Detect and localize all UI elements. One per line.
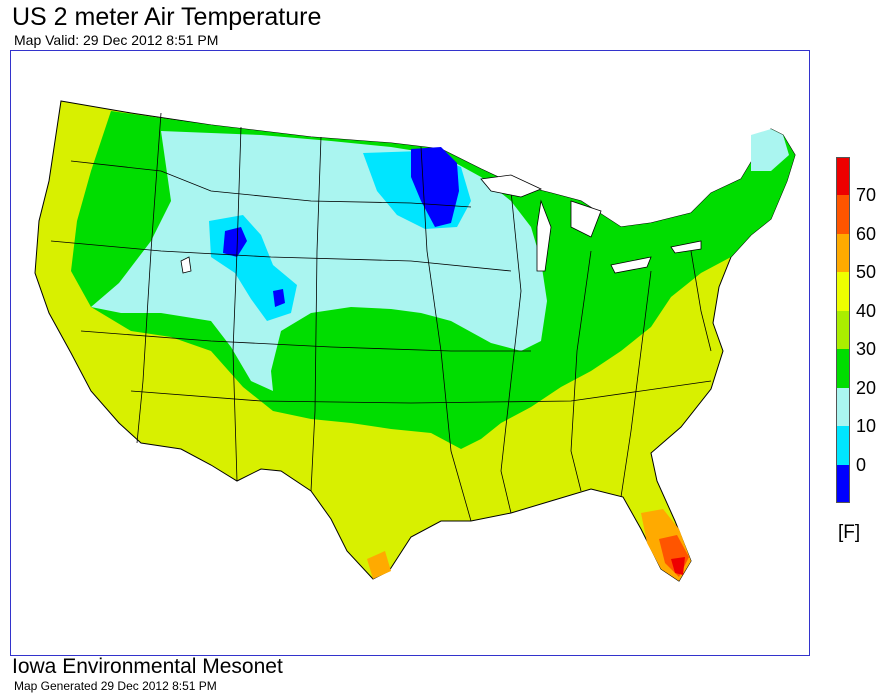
legend-band: [836, 157, 850, 196]
legend-label: 10: [856, 416, 877, 437]
legend-label: 30: [856, 339, 877, 360]
state-borders: [50, 112, 712, 522]
us-map-svg: [34, 100, 796, 582]
footer-organization: Iowa Environmental Mesonet: [12, 655, 283, 678]
legend-band: [836, 272, 850, 311]
contour-70-80-florida: [671, 557, 685, 575]
legend-band: [836, 310, 850, 350]
footer-generated-time: Map Generated 29 Dec 2012 8:51 PM: [14, 679, 217, 693]
temperature-map: [10, 50, 810, 656]
legend-band: [836, 233, 850, 273]
great-lakes: [180, 174, 702, 274]
contour-below-0-colorado: [273, 289, 285, 307]
legend-label: 70: [856, 185, 877, 206]
contour-below-0-minnesota: [411, 147, 459, 227]
legend-label: 40: [856, 300, 877, 321]
legend-band: [836, 464, 850, 503]
legend-label: 50: [856, 262, 877, 283]
legend-band: [836, 195, 850, 234]
map-valid-time: Map Valid: 29 Dec 2012 8:51 PM: [14, 32, 219, 48]
legend-band: [836, 387, 850, 427]
legend-band: [836, 349, 850, 388]
legend-label: 0: [856, 454, 867, 475]
legend-label: 20: [856, 377, 877, 398]
temperature-legend: [836, 157, 852, 503]
legend-unit: [F]: [838, 522, 861, 543]
contour-10-20-northeast: [751, 129, 789, 171]
map-title: US 2 meter Air Temperature: [12, 3, 322, 31]
legend-label: 60: [856, 223, 877, 244]
contour-below-0-wyoming: [223, 227, 247, 257]
legend-band: [836, 426, 850, 465]
contour-50-60-texas: [367, 551, 391, 579]
